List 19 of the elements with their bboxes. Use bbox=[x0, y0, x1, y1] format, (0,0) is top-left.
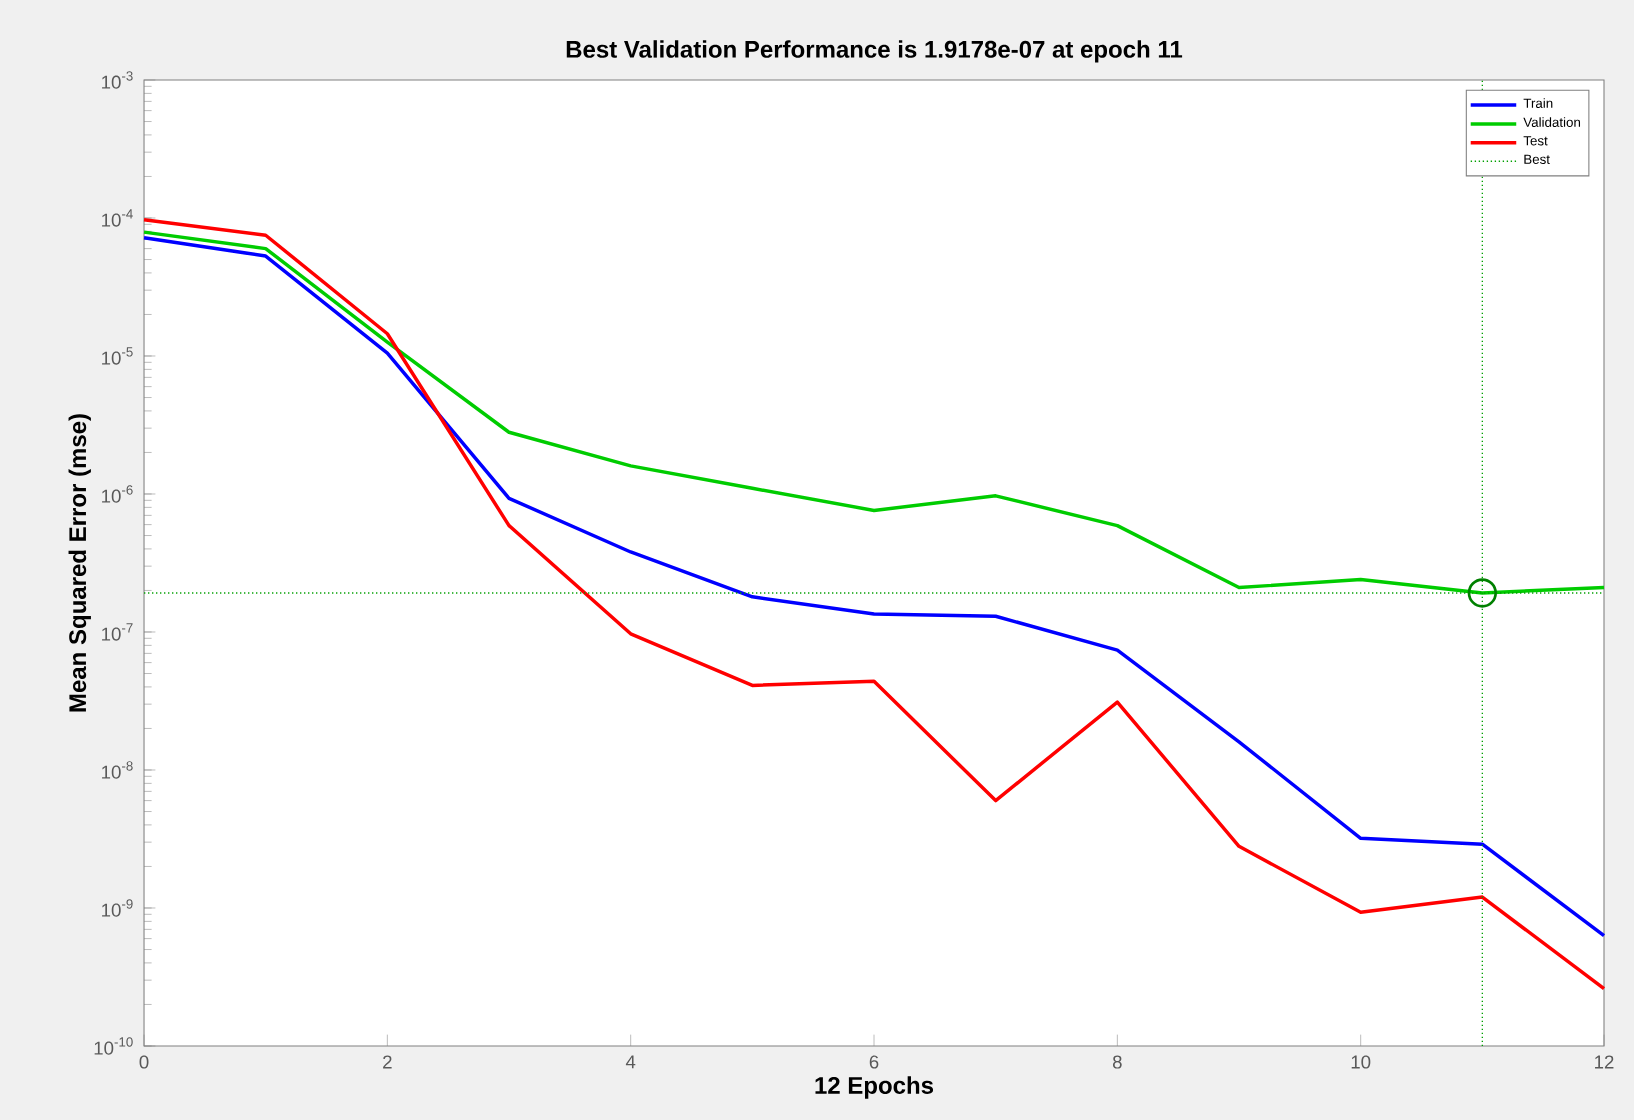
y-tick-label: 10$^{-3}$ bbox=[102, 71, 133, 89]
x-axis-title: 12 Epochs bbox=[815, 1076, 934, 1099]
chart-title: Best Validation Performance is 1.9178e-07 at epoch 11 bbox=[566, 40, 1183, 63]
y-tick-label: 10$^{-10}$ bbox=[94, 1037, 133, 1055]
y-tick-label: 10$^{-8}$ bbox=[102, 761, 133, 779]
x-tick-label: 2 bbox=[383, 1055, 392, 1069]
x-tick-label: 8 bbox=[1112, 1055, 1122, 1069]
line-series bbox=[142, 230, 1606, 595]
x-tick-label: 0 bbox=[139, 1055, 149, 1069]
y-tick-label: 10$^{-9}$ bbox=[102, 899, 133, 917]
y-tick-label: 10$^{-4}$ bbox=[102, 209, 133, 227]
x-tick-label: 4 bbox=[625, 1055, 636, 1069]
y-axis-title: Mean Squared Error (mse) bbox=[68, 414, 91, 712]
x-tick-label: 6 bbox=[869, 1055, 879, 1069]
y-tick-label: 10$^{-6}$ bbox=[102, 485, 133, 503]
x-tick-label: 10 bbox=[1351, 1055, 1371, 1069]
y-tick-label: 10$^{-5}$ bbox=[102, 347, 133, 365]
x-tick-label: 12 bbox=[1595, 1055, 1614, 1069]
y-tick-label: 10$^{-7}$ bbox=[102, 623, 133, 641]
